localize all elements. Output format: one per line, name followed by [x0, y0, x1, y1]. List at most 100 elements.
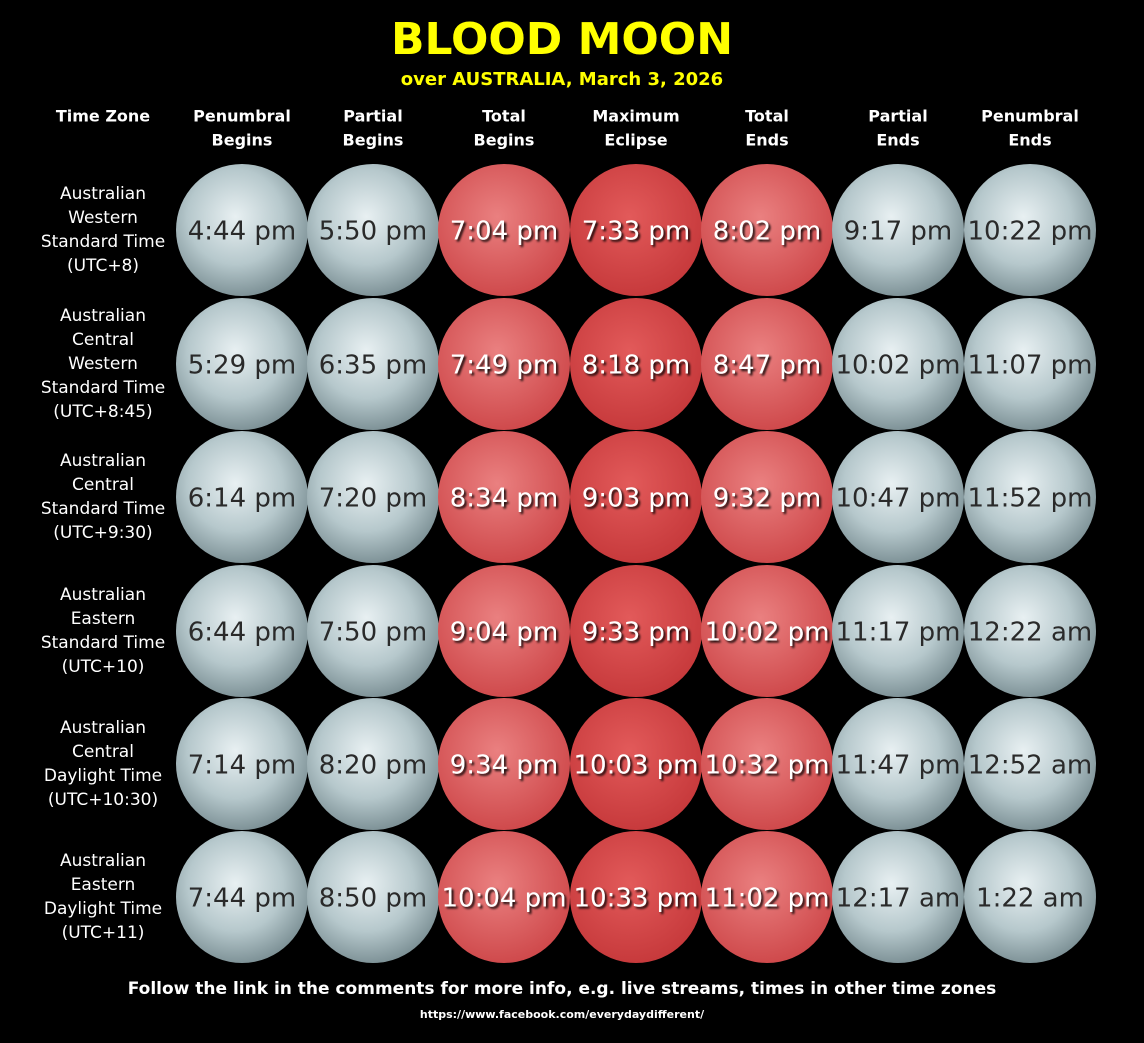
time: 10:04 pm [441, 884, 566, 914]
time-zone-label: Western [68, 208, 138, 228]
time-zone-label: Australian [60, 851, 146, 871]
moon [964, 565, 1096, 697]
column-header: Total [745, 107, 789, 126]
time-zone-label: Central [72, 742, 134, 762]
moon [438, 698, 570, 830]
moon [307, 298, 439, 430]
time: 11:02 pm [704, 884, 829, 914]
moon [176, 831, 308, 963]
moon [570, 831, 702, 963]
moon [438, 298, 570, 430]
moon [570, 431, 702, 563]
moon [832, 164, 964, 296]
moon [176, 565, 308, 697]
time: 11:07 pm [967, 351, 1092, 381]
time: 1:22 am [976, 884, 1084, 914]
time: 6:44 pm [188, 618, 296, 648]
time: 7:20 pm [319, 484, 427, 514]
moon [307, 431, 439, 563]
time: 10:22 pm [967, 217, 1092, 247]
column-header: Ends [745, 131, 788, 150]
time-zone-label: (UTC+9:30) [53, 523, 152, 543]
moon [438, 831, 570, 963]
moon [176, 164, 308, 296]
time: 10:47 pm [835, 484, 960, 514]
time: 10:32 pm [704, 751, 829, 781]
moon [438, 431, 570, 563]
time: 9:32 pm [713, 484, 821, 514]
moon [701, 565, 833, 697]
time: 8:20 pm [319, 751, 427, 781]
time: 12:52 am [968, 751, 1092, 781]
column-header: Eclipse [604, 131, 667, 150]
moon [176, 298, 308, 430]
moon [176, 431, 308, 563]
moon [832, 565, 964, 697]
time: 10:02 pm [835, 351, 960, 381]
column-header: Begins [212, 131, 273, 150]
column-header: Penumbral [981, 107, 1079, 126]
moon [570, 298, 702, 430]
time-zone-label: Australian [60, 451, 146, 471]
time-zone-label: (UTC+10:30) [48, 790, 158, 810]
time: 7:44 pm [188, 884, 296, 914]
moon [832, 698, 964, 830]
time-zone-label: Daylight Time [44, 899, 162, 919]
moon [307, 164, 439, 296]
moon [570, 698, 702, 830]
moon [964, 431, 1096, 563]
time: 9:33 pm [582, 618, 690, 648]
title: BLOOD MOON [391, 14, 733, 65]
time-zone-label: (UTC+8) [67, 256, 139, 276]
moon [964, 831, 1096, 963]
column-header: Time Zone [56, 107, 150, 126]
moon [701, 164, 833, 296]
moon [701, 698, 833, 830]
time: 12:22 am [968, 618, 1092, 648]
moon [701, 298, 833, 430]
time-zone-label: Daylight Time [44, 766, 162, 786]
column-header: Ends [1008, 131, 1051, 150]
time-zone-label: Central [72, 330, 134, 350]
time: 8:47 pm [713, 351, 821, 381]
moon [570, 164, 702, 296]
moon [570, 565, 702, 697]
moon [307, 698, 439, 830]
column-header: Begins [343, 131, 404, 150]
time: 9:17 pm [844, 217, 952, 247]
time-zone-label: Australian [60, 718, 146, 738]
time: 7:04 pm [450, 217, 558, 247]
time-zone-label: (UTC+8:45) [53, 402, 152, 422]
time: 7:49 pm [450, 351, 558, 381]
time-zone-label: Standard Time [41, 378, 165, 398]
time-zone-label: Standard Time [41, 499, 165, 519]
time: 4:44 pm [188, 217, 296, 247]
time: 9:34 pm [450, 751, 558, 781]
time-zone-label: Central [72, 475, 134, 495]
time-zone-label: Standard Time [41, 633, 165, 653]
time: 5:50 pm [319, 217, 427, 247]
moon [701, 831, 833, 963]
moon [701, 431, 833, 563]
time: 9:04 pm [450, 618, 558, 648]
time-zone-label: Australian [60, 306, 146, 326]
time: 6:14 pm [188, 484, 296, 514]
column-header: Partial [343, 107, 402, 126]
moon [438, 565, 570, 697]
footer-url: https://www.facebook.com/everydaydiffere… [420, 1008, 705, 1021]
subtitle: over AUSTRALIA, March 3, 2026 [401, 69, 723, 90]
time-zone-label: (UTC+11) [62, 923, 145, 943]
time: 10:02 pm [704, 618, 829, 648]
moon [832, 298, 964, 430]
moon [964, 164, 1096, 296]
column-header: Partial [868, 107, 927, 126]
moon [176, 698, 308, 830]
time: 11:47 pm [835, 751, 960, 781]
time: 8:34 pm [450, 484, 558, 514]
moon [307, 565, 439, 697]
time: 10:33 pm [573, 884, 698, 914]
time: 9:03 pm [582, 484, 690, 514]
footer-note: Follow the link in the comments for more… [128, 979, 997, 999]
time: 8:50 pm [319, 884, 427, 914]
